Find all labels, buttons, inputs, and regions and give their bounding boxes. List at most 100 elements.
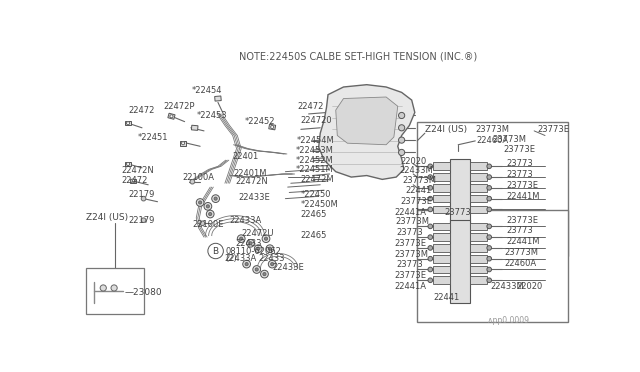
Text: 23773M: 23773M bbox=[476, 125, 509, 134]
Circle shape bbox=[487, 186, 492, 190]
Circle shape bbox=[487, 256, 492, 261]
Circle shape bbox=[196, 199, 204, 206]
Text: 22401M: 22401M bbox=[234, 170, 267, 179]
Bar bbox=[470, 255, 487, 263]
Text: *22450: *22450 bbox=[301, 190, 332, 199]
Bar bbox=[470, 244, 487, 252]
Circle shape bbox=[428, 196, 433, 201]
Circle shape bbox=[260, 270, 268, 278]
Circle shape bbox=[131, 179, 134, 183]
Text: 22433E: 22433E bbox=[272, 263, 304, 272]
Circle shape bbox=[487, 207, 492, 212]
Text: 22433A: 22433A bbox=[224, 254, 257, 263]
Text: 23773: 23773 bbox=[506, 227, 533, 235]
Circle shape bbox=[487, 224, 492, 229]
Text: 22472N: 22472N bbox=[235, 177, 268, 186]
Circle shape bbox=[428, 256, 433, 261]
Text: 22020: 22020 bbox=[401, 157, 427, 166]
Text: 23773M: 23773M bbox=[403, 176, 436, 185]
Circle shape bbox=[428, 207, 433, 212]
Text: 22100E: 22100E bbox=[193, 219, 224, 228]
Text: 23773M: 23773M bbox=[395, 250, 429, 259]
Bar bbox=[180, 141, 186, 145]
Text: 22433A: 22433A bbox=[230, 216, 262, 225]
Bar bbox=[470, 173, 487, 181]
Bar bbox=[129, 179, 136, 183]
Circle shape bbox=[268, 247, 271, 250]
Text: 22433: 22433 bbox=[235, 239, 262, 248]
Circle shape bbox=[182, 142, 184, 145]
Text: 22472: 22472 bbox=[129, 106, 155, 115]
Bar bbox=[451, 220, 470, 303]
Bar bbox=[417, 210, 568, 322]
Text: 22401: 22401 bbox=[233, 152, 259, 161]
Circle shape bbox=[266, 245, 274, 253]
Text: 23773: 23773 bbox=[396, 228, 423, 237]
Text: 23773M: 23773M bbox=[505, 248, 539, 257]
Circle shape bbox=[263, 273, 266, 276]
Circle shape bbox=[239, 237, 243, 240]
Bar bbox=[168, 113, 175, 119]
Text: 22179: 22179 bbox=[129, 190, 155, 199]
Text: 22472: 22472 bbox=[121, 176, 147, 185]
Circle shape bbox=[487, 235, 492, 240]
Circle shape bbox=[249, 242, 252, 245]
Circle shape bbox=[243, 260, 250, 268]
Circle shape bbox=[428, 235, 433, 240]
Circle shape bbox=[127, 163, 130, 166]
Text: *22452: *22452 bbox=[244, 117, 275, 126]
Text: 22460A: 22460A bbox=[505, 259, 537, 268]
Bar bbox=[417, 122, 568, 256]
Bar bbox=[433, 184, 450, 192]
Text: *22452M: *22452M bbox=[296, 155, 333, 165]
Text: (2): (2) bbox=[226, 254, 237, 263]
Circle shape bbox=[487, 278, 492, 283]
Circle shape bbox=[206, 210, 214, 218]
Circle shape bbox=[141, 218, 146, 222]
Text: —23080: —23080 bbox=[125, 288, 163, 297]
Circle shape bbox=[170, 115, 173, 118]
Circle shape bbox=[253, 266, 260, 273]
Text: 22433: 22433 bbox=[259, 254, 285, 263]
Text: 23773E: 23773E bbox=[395, 271, 427, 280]
Text: 08110-62062: 08110-62062 bbox=[226, 247, 282, 256]
Circle shape bbox=[428, 164, 433, 169]
Circle shape bbox=[204, 202, 212, 210]
Circle shape bbox=[428, 186, 433, 190]
Circle shape bbox=[214, 197, 217, 200]
Text: 22472P: 22472P bbox=[163, 102, 195, 111]
Circle shape bbox=[212, 195, 220, 202]
Bar bbox=[269, 124, 276, 130]
Text: 22465: 22465 bbox=[301, 209, 327, 218]
Text: 23773E: 23773E bbox=[506, 216, 538, 225]
Circle shape bbox=[487, 246, 492, 250]
Text: 23773E: 23773E bbox=[506, 181, 538, 190]
Bar bbox=[214, 96, 221, 101]
Text: 22179: 22179 bbox=[129, 216, 155, 225]
Text: 22433M: 22433M bbox=[491, 282, 525, 291]
Circle shape bbox=[141, 196, 146, 201]
Text: *22451: *22451 bbox=[138, 132, 168, 141]
Text: 224720: 224720 bbox=[301, 116, 333, 125]
Polygon shape bbox=[336, 97, 397, 145]
Text: 22472: 22472 bbox=[297, 102, 323, 111]
Text: 22472M: 22472M bbox=[301, 175, 335, 184]
Text: 22460A: 22460A bbox=[477, 136, 509, 145]
Bar bbox=[433, 276, 450, 284]
Bar bbox=[433, 255, 450, 263]
Text: *22450M: *22450M bbox=[301, 200, 339, 209]
Circle shape bbox=[246, 240, 254, 247]
Bar bbox=[470, 222, 487, 230]
Text: NOTE:22450S CALBE SET-HIGH TENSION (INC.®): NOTE:22450S CALBE SET-HIGH TENSION (INC.… bbox=[239, 52, 477, 62]
Circle shape bbox=[198, 201, 202, 204]
Circle shape bbox=[428, 246, 433, 250]
Text: *22451M: *22451M bbox=[296, 165, 333, 174]
Circle shape bbox=[399, 125, 404, 131]
Text: 23773E: 23773E bbox=[401, 197, 433, 206]
Circle shape bbox=[428, 224, 433, 229]
Text: ʌpp0 0009: ʌpp0 0009 bbox=[488, 316, 529, 325]
Circle shape bbox=[206, 205, 209, 208]
Bar bbox=[433, 244, 450, 252]
Text: Z24I (US): Z24I (US) bbox=[86, 214, 129, 222]
Bar bbox=[433, 195, 450, 202]
